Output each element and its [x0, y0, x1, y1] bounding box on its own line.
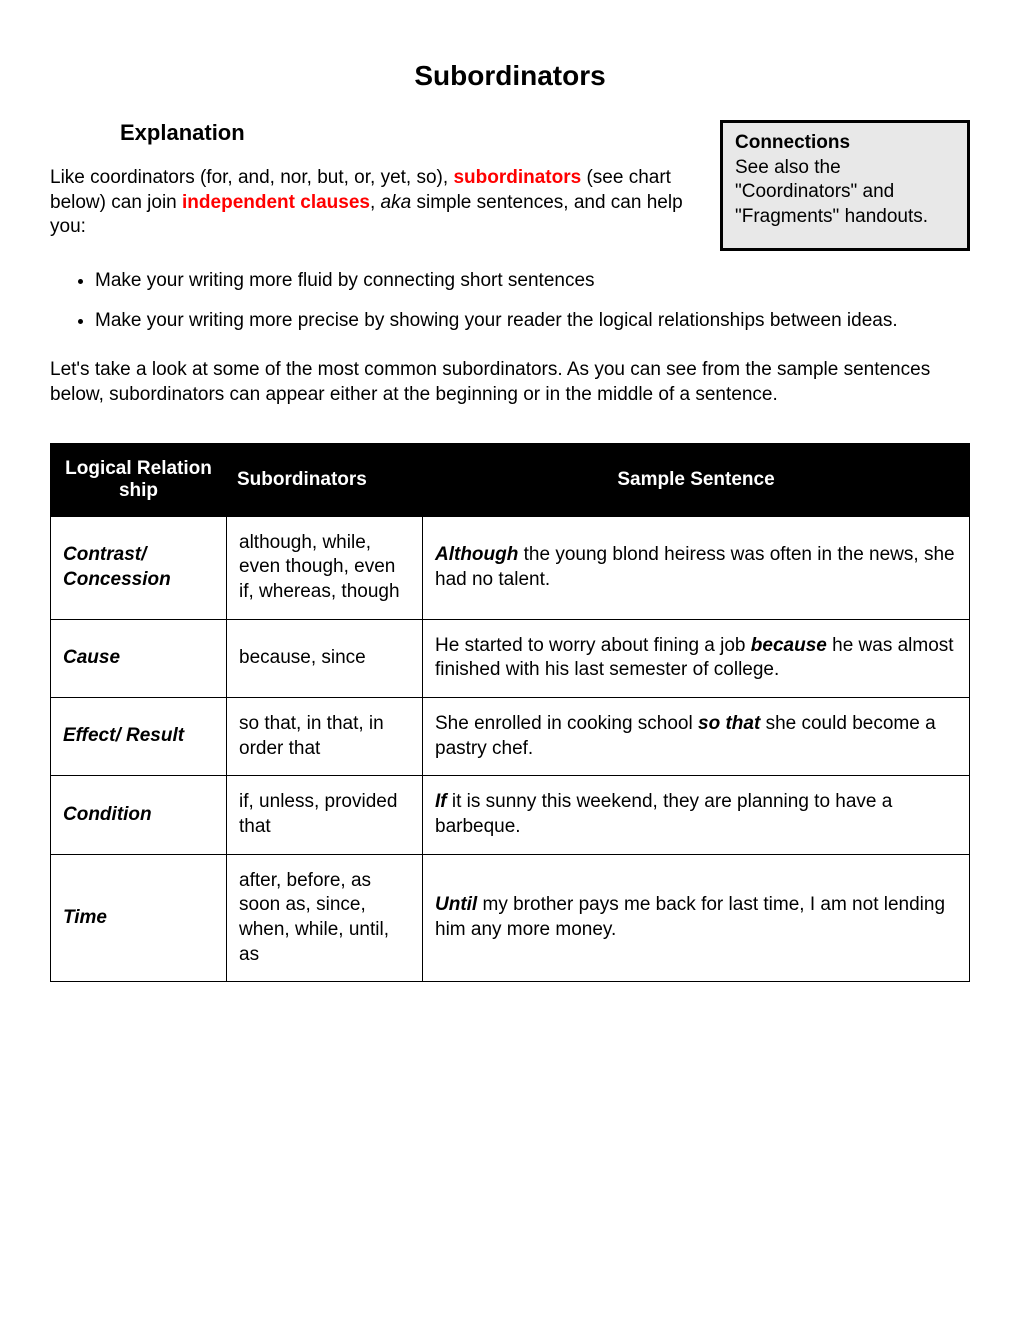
subordinators-table: Logical Relation ship Subordinators Samp… — [50, 443, 970, 983]
sample-post: it is sunny this weekend, they are plann… — [435, 791, 892, 837]
top-row: Explanation Like coordinators (for, and,… — [50, 120, 970, 251]
intro-independent-term: independent clauses — [182, 192, 370, 213]
subordinators-cell: so that, in that, in order that — [227, 697, 423, 775]
bullet-list: Make your writing more fluid by connecti… — [50, 269, 970, 334]
sample-bold: because — [751, 635, 827, 656]
sample-cell: Until my brother pays me back for last t… — [423, 854, 970, 982]
relation-cell: Condition — [51, 776, 227, 854]
bullet-item: Make your writing more precise by showin… — [95, 309, 970, 334]
subordinators-cell: if, unless, provided that — [227, 776, 423, 854]
sample-cell: If it is sunny this weekend, they are pl… — [423, 776, 970, 854]
table-row: Effect/ Result so that, in that, in orde… — [51, 697, 970, 775]
bullet-item: Make your writing more fluid by connecti… — [95, 269, 970, 294]
relation-cell: Cause — [51, 619, 227, 697]
subordinators-cell: because, since — [227, 619, 423, 697]
header-sample: Sample Sentence — [423, 443, 970, 516]
intro-aka: aka — [381, 192, 412, 213]
relation-cell: Effect/ Result — [51, 697, 227, 775]
intro-text-c: , — [370, 192, 381, 213]
subordinators-cell: although, while, even though, even if, w… — [227, 516, 423, 619]
relation-cell: Time — [51, 854, 227, 982]
lets-take-paragraph: Let's take a look at some of the most co… — [50, 358, 970, 407]
sample-cell: He started to worry about fining a job b… — [423, 619, 970, 697]
subordinators-cell: after, before, as soon as, since, when, … — [227, 854, 423, 982]
connections-title: Connections — [735, 132, 850, 153]
connections-box: Connections See also the "Coordinators" … — [720, 120, 970, 251]
connections-body: See also the "Coordinators" and "Fragmen… — [735, 157, 928, 227]
relation-cell: Contrast/ Concession — [51, 516, 227, 619]
sample-pre: He started to worry about fining a job — [435, 635, 751, 656]
sample-bold: so that — [698, 713, 760, 734]
sample-post: my brother pays me back for last time, I… — [435, 894, 945, 940]
table-header-row: Logical Relation ship Subordinators Samp… — [51, 443, 970, 516]
table-row: Cause because, since He started to worry… — [51, 619, 970, 697]
intro-text-a: Like coordinators (for, and, nor, but, o… — [50, 167, 453, 188]
table-row: Contrast/ Concession although, while, ev… — [51, 516, 970, 619]
intro-subordinators-term: subordinators — [453, 167, 581, 188]
explanation-heading: Explanation — [120, 120, 700, 146]
sample-bold: If — [435, 791, 447, 812]
header-subordinators: Subordinators — [227, 443, 423, 516]
sample-cell: She enrolled in cooking school so that s… — [423, 697, 970, 775]
sample-bold: Until — [435, 894, 477, 915]
explanation-column: Explanation Like coordinators (for, and,… — [50, 120, 700, 251]
sample-pre: She enrolled in cooking school — [435, 713, 698, 734]
table-row: Condition if, unless, provided that If i… — [51, 776, 970, 854]
sample-bold: Although — [435, 544, 518, 565]
table-row: Time after, before, as soon as, since, w… — [51, 854, 970, 982]
page-title: Subordinators — [50, 60, 970, 92]
header-relation: Logical Relation ship — [51, 443, 227, 516]
intro-paragraph: Like coordinators (for, and, nor, but, o… — [50, 166, 700, 240]
page: Subordinators Explanation Like coordinat… — [0, 0, 1020, 1320]
sample-cell: Although the young blond heiress was oft… — [423, 516, 970, 619]
